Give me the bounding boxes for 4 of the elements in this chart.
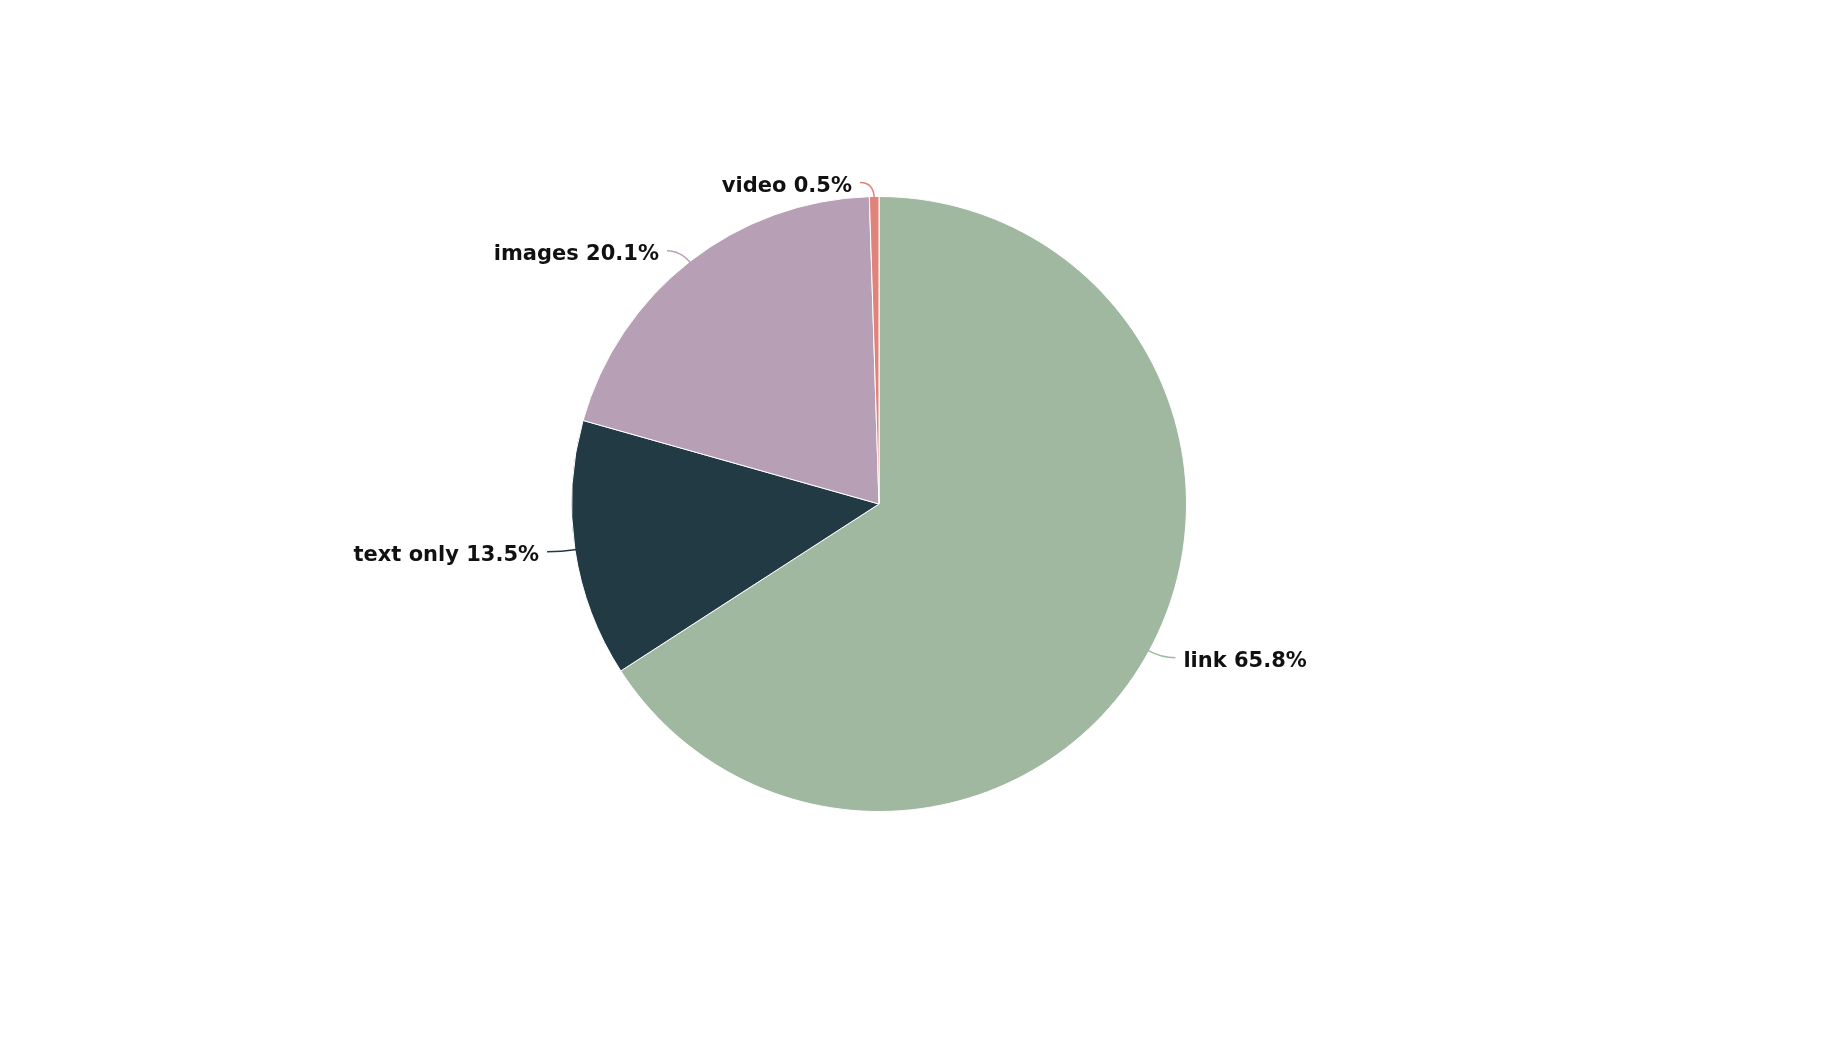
slice-label: link 65.8% bbox=[1183, 648, 1307, 673]
slice-label: video 0.5% bbox=[721, 172, 852, 197]
slice-label: images 20.1% bbox=[493, 241, 659, 266]
slice-label: text only 13.5% bbox=[353, 542, 540, 567]
